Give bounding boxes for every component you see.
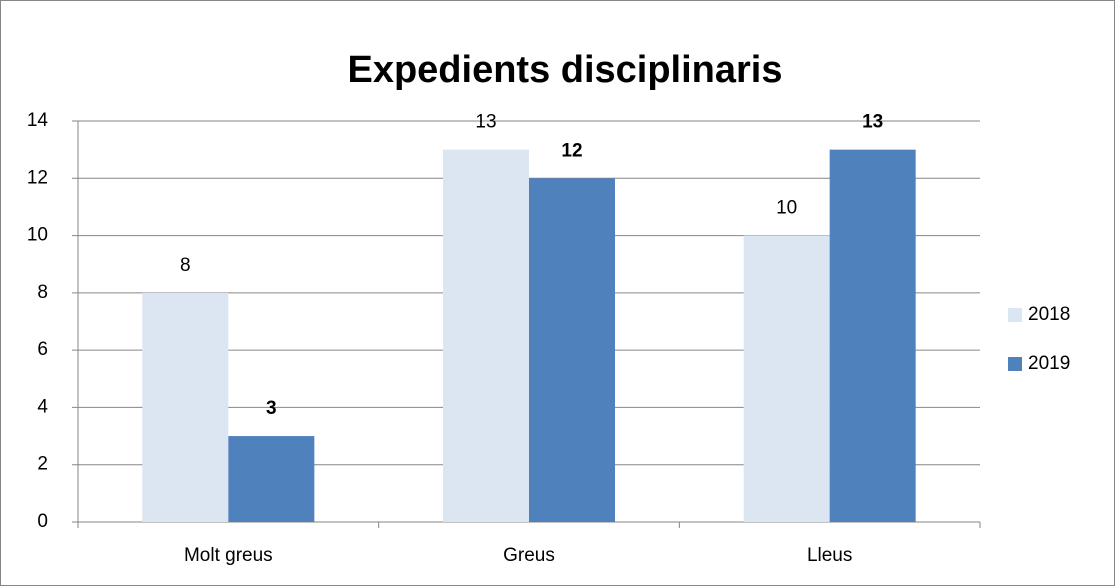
bar — [228, 436, 315, 522]
bar — [829, 149, 916, 522]
y-tick-label: 12 — [27, 167, 48, 188]
legend-swatch — [1008, 308, 1022, 322]
legend-label: 2018 — [1028, 304, 1070, 325]
data-label: 13 — [862, 112, 883, 133]
y-tick-label: 4 — [37, 396, 48, 417]
y-tick-label: 14 — [27, 110, 49, 131]
bar — [529, 178, 615, 523]
x-tick-label: Molt greus — [184, 545, 273, 566]
data-label: 10 — [776, 198, 797, 219]
x-tick-label: Greus — [503, 545, 555, 566]
legend-label: 2019 — [1028, 353, 1070, 374]
y-tick-label: 0 — [37, 511, 48, 532]
data-label: 12 — [561, 140, 582, 161]
y-tick-label: 6 — [37, 339, 48, 360]
x-tick-label: Lleus — [807, 545, 852, 566]
bar — [443, 149, 529, 522]
data-label: 3 — [266, 398, 277, 419]
y-tick-label: 8 — [37, 282, 48, 303]
data-label: 8 — [180, 255, 191, 276]
y-tick-label: 2 — [37, 454, 48, 475]
y-tick-label: 10 — [27, 225, 48, 246]
data-label: 13 — [475, 112, 496, 133]
bar — [743, 235, 830, 523]
chart-title: Expedients disciplinaris — [347, 49, 782, 91]
legend-swatch — [1008, 357, 1022, 371]
bar — [142, 292, 229, 522]
